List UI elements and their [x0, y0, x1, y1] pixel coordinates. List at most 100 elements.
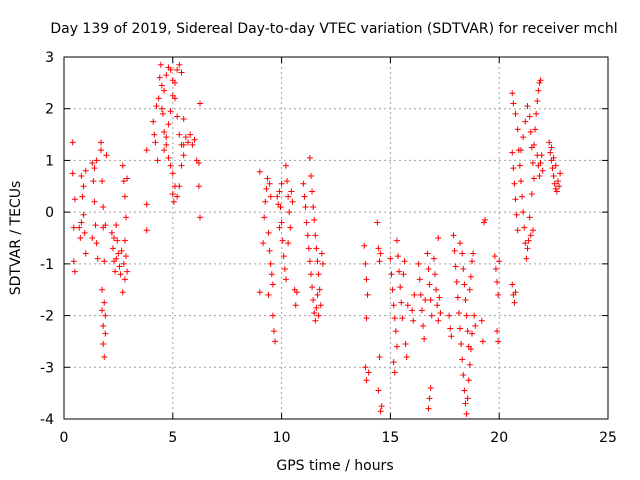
- data-point: [458, 341, 465, 348]
- data-point: [278, 219, 285, 226]
- data-point: [375, 245, 382, 252]
- data-point: [526, 113, 533, 120]
- data-point: [154, 157, 161, 164]
- data-point: [155, 95, 162, 102]
- data-point: [97, 139, 104, 146]
- data-point: [69, 170, 76, 177]
- data-point: [178, 162, 185, 169]
- data-point: [167, 66, 174, 73]
- data-point: [103, 152, 110, 159]
- data-point: [435, 235, 442, 241]
- data-point: [278, 180, 285, 187]
- data-point: [158, 82, 165, 89]
- data-point: [514, 227, 521, 234]
- data-point: [305, 245, 312, 252]
- data-point: [550, 154, 557, 161]
- data-point: [167, 108, 174, 115]
- data-point: [318, 250, 325, 257]
- data-point: [464, 395, 471, 402]
- data-point: [392, 328, 399, 335]
- data-point: [470, 250, 477, 257]
- data-point: [376, 353, 383, 360]
- data-point: [432, 271, 439, 278]
- data-point: [387, 255, 394, 262]
- data-point: [302, 203, 309, 210]
- data-point: [143, 147, 150, 154]
- data-point: [448, 333, 455, 340]
- data-point: [549, 165, 556, 172]
- data-point: [113, 222, 120, 229]
- data-point: [174, 113, 181, 120]
- data-point: [557, 170, 564, 177]
- data-point: [265, 229, 272, 236]
- data-point: [101, 299, 108, 306]
- data-point: [282, 162, 289, 169]
- data-point: [119, 289, 126, 296]
- data-point: [462, 400, 469, 407]
- data-point: [102, 330, 109, 337]
- data-point: [267, 193, 274, 200]
- data-point: [539, 167, 546, 174]
- data-point: [109, 245, 116, 252]
- data-point: [180, 152, 187, 159]
- data-point: [556, 183, 563, 190]
- data-point: [70, 258, 77, 265]
- data-point: [306, 258, 313, 265]
- data-point: [293, 289, 300, 296]
- data-point: [461, 281, 468, 288]
- data-point: [124, 175, 131, 182]
- data-point: [465, 343, 472, 350]
- data-point: [270, 328, 277, 335]
- data-point: [116, 263, 123, 270]
- data-point: [377, 408, 384, 415]
- data-point: [509, 281, 516, 288]
- data-point: [377, 250, 384, 257]
- data-point: [304, 232, 311, 239]
- data-point: [461, 387, 468, 394]
- data-point: [389, 286, 396, 293]
- data-point: [97, 147, 104, 154]
- y-tick-label: 3: [45, 50, 54, 66]
- data-point: [451, 247, 458, 254]
- data-point: [416, 276, 423, 283]
- data-point: [435, 317, 442, 324]
- data-point: [300, 180, 307, 187]
- data-point: [532, 126, 539, 133]
- data-point: [528, 191, 535, 198]
- data-point: [99, 178, 106, 185]
- data-point: [455, 309, 462, 316]
- data-point: [479, 338, 486, 345]
- data-point: [262, 198, 269, 205]
- data-point: [121, 237, 128, 244]
- data-point: [124, 268, 131, 275]
- data-point: [512, 110, 519, 117]
- x-tick-label: 15: [381, 430, 399, 446]
- data-point: [522, 118, 529, 125]
- data-point: [469, 258, 475, 265]
- data-point: [527, 232, 534, 239]
- data-point: [189, 141, 196, 148]
- data-point: [284, 178, 291, 185]
- data-point: [548, 144, 555, 151]
- x-tick-label: 10: [273, 430, 291, 446]
- data-point: [286, 209, 293, 216]
- data-point: [195, 160, 202, 167]
- data-point: [316, 286, 323, 293]
- data-point: [117, 271, 124, 278]
- data-point: [187, 131, 194, 138]
- x-axis-label: GPS time / hours: [276, 458, 393, 474]
- data-points: [69, 61, 564, 417]
- data-point: [393, 343, 400, 350]
- data-point: [400, 271, 407, 278]
- data-point: [452, 263, 459, 270]
- data-point: [425, 266, 432, 273]
- data-point: [460, 266, 467, 273]
- y-tick-label: -1: [40, 257, 54, 273]
- data-point: [163, 72, 170, 79]
- data-point: [118, 247, 125, 254]
- data-point: [285, 193, 292, 200]
- data-point: [176, 183, 183, 190]
- data-point: [510, 165, 517, 172]
- data-point: [534, 97, 541, 104]
